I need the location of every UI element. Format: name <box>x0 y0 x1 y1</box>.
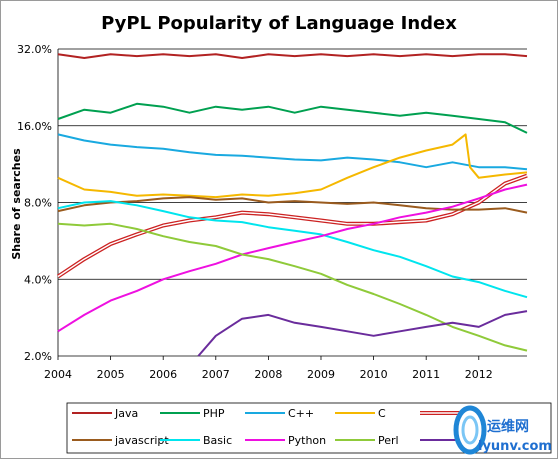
y-tick-label: 4.0% <box>24 273 52 286</box>
series-line-series-9 <box>197 310 528 357</box>
x-tick-label: 2004 <box>44 368 72 381</box>
x-tick-label: 2006 <box>149 368 177 381</box>
series-line-java <box>57 53 528 59</box>
legend-label-python: Python <box>288 434 326 447</box>
series-line-basic <box>57 200 528 299</box>
x-tick-label: 2011 <box>412 368 440 381</box>
series-line-c- <box>57 133 528 171</box>
watermark-logo <box>453 405 487 455</box>
logo-swirl-inner <box>461 415 479 445</box>
legend-label-c-: C++ <box>288 407 314 420</box>
series-line-series-4 <box>56 173 528 279</box>
y-tick-label: 2.0% <box>24 350 52 363</box>
y-tick-label: 32.0% <box>17 43 52 56</box>
logo-swirl-outer <box>453 405 487 455</box>
y-axis-label: Share of searches <box>10 148 23 260</box>
plot-area: 2.0% 4.0% 8.0% 16.0% 32.0% 2004 2005 2006 2007 20… <box>17 43 528 381</box>
series-line-series-4-inner <box>57 174 528 278</box>
legend-label-basic: Basic <box>203 434 232 447</box>
series-line-php <box>57 102 528 134</box>
series-line-perl <box>57 222 528 352</box>
series-line-javascript <box>57 196 528 214</box>
series-line-c <box>57 133 528 199</box>
x-tick-label: 2012 <box>465 368 493 381</box>
x-tick-label: 2005 <box>97 368 125 381</box>
series-line-python <box>57 183 528 333</box>
x-tick-label: 2009 <box>307 368 335 381</box>
x-tick-label: 2010 <box>360 368 388 381</box>
chart-title: PyPL Popularity of Language Index <box>101 13 457 34</box>
legend-label-c: C <box>378 407 386 420</box>
legend-label-java: Java <box>114 407 138 420</box>
legend-label-javascript: javascript <box>114 434 169 447</box>
y-tick-label: 8.0% <box>24 197 52 210</box>
legend-box <box>66 402 552 454</box>
watermark-chinese: 运维网 <box>487 418 529 435</box>
legend-label-php: PHP <box>203 407 225 420</box>
watermark: 运维网 lyunv.com <box>453 405 552 455</box>
x-tick-label: 2008 <box>254 368 282 381</box>
watermark-url: lyunv.com <box>478 439 552 454</box>
y-tick-label: 16.0% <box>17 120 52 133</box>
series-lines <box>56 53 528 357</box>
legend-label-perl: Perl <box>378 434 399 447</box>
x-tick-label: 2007 <box>202 368 230 381</box>
